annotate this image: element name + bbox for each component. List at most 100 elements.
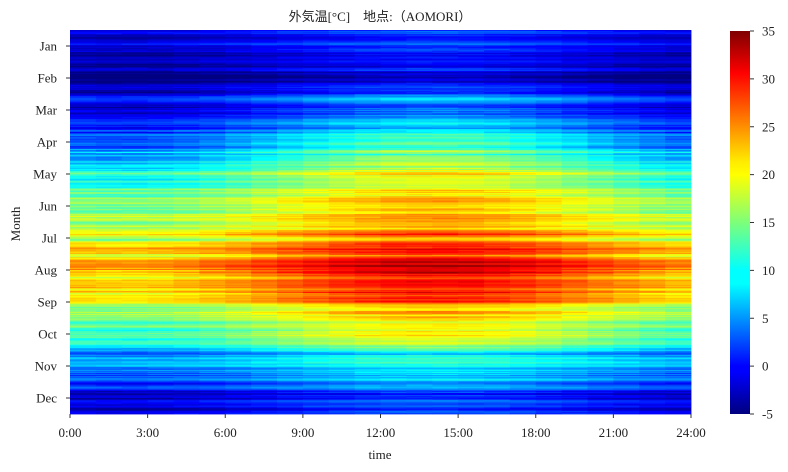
heatmap-cell	[328, 208, 356, 211]
heatmap-cell	[251, 187, 278, 190]
heatmap-cell	[354, 141, 381, 143]
heatmap-cell	[121, 64, 149, 67]
heatmap-cell	[380, 223, 407, 226]
heatmap-cell	[225, 184, 252, 187]
heatmap-cell	[225, 235, 252, 237]
heatmap-cell	[432, 153, 459, 155]
heatmap-cell	[613, 118, 640, 120]
heatmap-cell	[199, 121, 226, 123]
heatmap-cell	[251, 174, 278, 176]
heatmap-cell	[302, 178, 330, 180]
heatmap-cell	[354, 74, 381, 76]
heatmap-cell	[380, 40, 407, 42]
heatmap-cell	[225, 155, 252, 157]
heatmap-cell	[406, 99, 433, 101]
heatmap-cell	[509, 216, 537, 218]
heatmap-cell	[406, 124, 433, 127]
heatmap-cell	[380, 69, 407, 72]
heatmap-cell	[147, 37, 174, 39]
heatmap-cell	[173, 37, 200, 39]
heatmap-cell	[509, 208, 537, 211]
heatmap-cell	[173, 74, 200, 76]
heatmap-cell	[328, 222, 356, 224]
heatmap-cell	[95, 210, 123, 213]
heatmap-cell	[199, 213, 226, 215]
heatmap-cell	[70, 188, 97, 191]
heatmap-cell	[328, 120, 356, 122]
heatmap-cell	[121, 235, 149, 237]
heatmap-cell	[613, 93, 640, 95]
heatmap-cell	[639, 154, 666, 156]
heatmap-cell	[458, 48, 485, 51]
heatmap-cell	[561, 218, 588, 220]
heatmap-cell	[561, 118, 588, 120]
heatmap-cell	[147, 103, 174, 106]
heatmap-cell	[432, 237, 459, 239]
heatmap-cell	[639, 189, 666, 192]
heatmap-cell	[173, 91, 200, 93]
heatmap-cell	[70, 55, 97, 57]
heatmap-cell	[302, 46, 330, 49]
heatmap-cell	[613, 91, 640, 93]
heatmap-cell	[354, 43, 381, 46]
heatmap-cell	[535, 36, 563, 38]
heatmap-cell	[587, 143, 614, 146]
heatmap-cell	[380, 94, 407, 96]
heatmap-cell	[509, 190, 537, 193]
heatmap-cell	[587, 243, 614, 246]
heatmap-cell	[225, 96, 252, 98]
heatmap-cell	[535, 179, 563, 181]
heatmap-cell	[613, 127, 640, 130]
heatmap-cell	[328, 159, 356, 161]
heatmap-cell	[639, 104, 666, 107]
heatmap-cell	[121, 227, 149, 230]
heatmap-cell	[380, 193, 407, 195]
heatmap-cell	[302, 186, 330, 189]
heatmap-cell	[121, 214, 149, 216]
heatmap-cell	[432, 176, 459, 178]
heatmap-cell	[406, 31, 433, 33]
heatmap-cell	[354, 34, 381, 36]
heatmap-cell	[613, 243, 640, 246]
heatmap-cell	[251, 219, 278, 221]
heatmap-cell	[406, 42, 433, 45]
heatmap-cell	[665, 185, 692, 188]
heatmap-cell	[199, 107, 226, 110]
heatmap-cell	[147, 85, 174, 88]
heatmap-cell	[147, 44, 174, 47]
heatmap-cell	[95, 61, 123, 64]
heatmap-cell	[587, 102, 614, 105]
heatmap-cell	[199, 182, 226, 184]
heatmap-cell	[432, 223, 459, 226]
heatmap-cell	[251, 59, 278, 61]
heatmap-cell	[613, 234, 640, 236]
heatmap-cell	[613, 84, 640, 87]
heatmap-cell	[484, 41, 511, 44]
heatmap-cell	[173, 225, 200, 228]
heatmap-cell	[587, 132, 614, 134]
heatmap-cell	[121, 119, 149, 121]
heatmap-cell	[147, 193, 174, 195]
heatmap-cell	[380, 163, 407, 166]
heatmap-cell	[613, 88, 640, 91]
heatmap-cell	[121, 137, 149, 139]
heatmap-cell	[302, 101, 330, 103]
heatmap-cell	[509, 157, 537, 159]
heatmap-cell	[561, 120, 588, 122]
heatmap-cell	[251, 176, 278, 178]
heatmap-cell	[328, 172, 356, 174]
heatmap-cell	[95, 121, 123, 123]
heatmap-cell	[302, 137, 330, 139]
heatmap-cell	[613, 135, 640, 137]
heatmap-cell	[225, 32, 252, 34]
heatmap-cell	[535, 57, 563, 59]
heatmap-cell	[70, 208, 97, 211]
heatmap-cell	[199, 201, 226, 203]
heatmap-cell	[484, 30, 511, 32]
heatmap-cell	[95, 74, 123, 76]
heatmap-cell	[484, 190, 511, 193]
heatmap-cell	[484, 91, 511, 93]
heatmap-cell	[251, 212, 278, 214]
heatmap-cell	[587, 123, 614, 126]
heatmap-cell	[535, 93, 563, 95]
